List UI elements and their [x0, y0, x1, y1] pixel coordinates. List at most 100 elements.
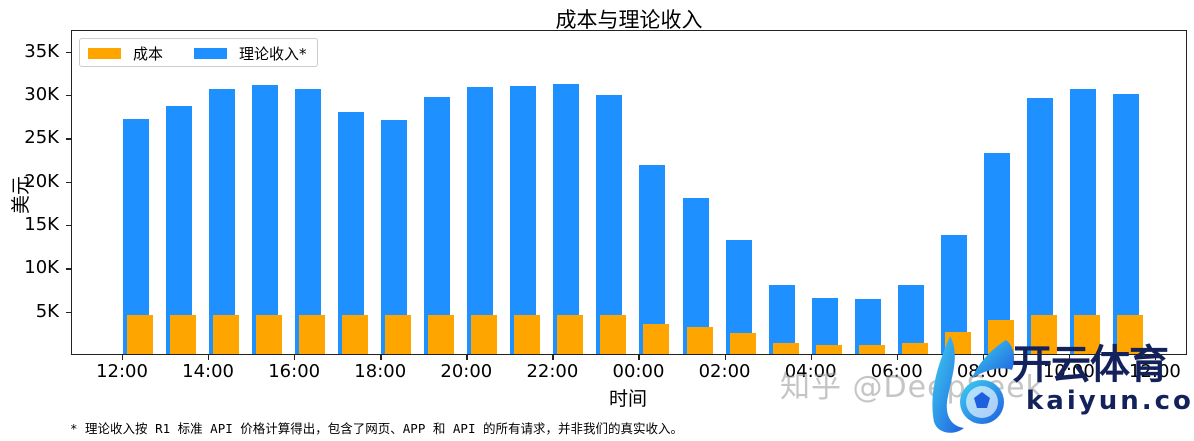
x-axis-label: 时间: [609, 388, 648, 410]
y-tick-label: 10K: [24, 257, 59, 279]
revenue-bar: [252, 85, 279, 354]
revenue-swatch-icon: [194, 47, 227, 59]
cost-bar: [256, 315, 283, 354]
y-tick-mark: [66, 225, 71, 227]
x-tick-mark: [1068, 355, 1071, 360]
x-tick-mark: [982, 355, 985, 360]
revenue-bar: [166, 106, 193, 354]
y-tick-mark: [66, 268, 71, 270]
revenue-bar: [768, 284, 795, 354]
revenue-bar: [295, 88, 322, 354]
x-tick-label: 20:00: [440, 361, 493, 382]
legend-item-revenue: 理论收入*: [194, 43, 307, 63]
revenue-bar: [854, 299, 881, 354]
cost-bar: [944, 332, 971, 354]
y-tick-mark: [66, 51, 71, 53]
y-tick: 35K: [0, 41, 71, 72]
revenue-bar: [123, 119, 149, 354]
cost-bar: [772, 342, 799, 354]
cost-bar: [557, 315, 584, 354]
legend: 成本 理论收入*: [79, 38, 318, 67]
y-tick: 25K: [0, 128, 71, 158]
x-tick-label: 02:00: [698, 361, 751, 382]
x-tick-label: 04:00: [784, 361, 837, 382]
revenue-bar: [1069, 88, 1096, 354]
x-tick-mark: [638, 355, 640, 360]
plot-area: 成本 理论收入*: [71, 30, 1187, 355]
revenue-bar: [639, 165, 666, 354]
y-tick-label: 5K: [35, 300, 59, 322]
cost-bar: [901, 342, 928, 354]
x-tick-label: 16:00: [268, 361, 321, 382]
y-tick-mark: [66, 95, 71, 97]
cost-bar: [1073, 315, 1100, 354]
y-tick: 10K: [0, 258, 71, 288]
x-tick-mark: [466, 355, 468, 360]
legend-label-revenue: 理论收入*: [239, 44, 307, 63]
y-tick: 20K: [0, 171, 71, 202]
cost-swatch-icon: [88, 47, 121, 59]
y-tick-mark: [66, 311, 71, 313]
revenue-bar: [596, 94, 623, 354]
revenue-bar: [811, 297, 838, 354]
x-tick-mark: [896, 355, 899, 360]
cost-bar: [127, 315, 153, 354]
x-tick-mark: [208, 355, 210, 360]
cost-bar: [299, 315, 326, 354]
cost-bar: [213, 315, 240, 354]
revenue-bar: [510, 86, 537, 354]
watermark-brand-en: kaiyun.com: [1026, 386, 1194, 416]
cost-bar: [170, 315, 197, 354]
revenue-bar: [209, 88, 236, 354]
revenue-bar: [424, 97, 451, 354]
y-tick-label: 30K: [24, 84, 59, 105]
x-tick-mark: [122, 355, 124, 360]
x-tick-label: 22:00: [526, 361, 579, 382]
x-tick-label: 00:00: [612, 361, 665, 382]
revenue-bar: [897, 284, 924, 354]
y-tick-label: 25K: [24, 127, 59, 149]
y-tick: 15K: [0, 215, 71, 245]
cost-bar: [987, 320, 1014, 354]
revenue-bar: [467, 87, 494, 354]
y-tick-label: 35K: [24, 40, 59, 62]
y-tick-label: 15K: [24, 214, 59, 235]
revenue-bar: [553, 84, 580, 354]
revenue-bar: [1112, 94, 1139, 354]
x-tick-mark: [724, 355, 726, 360]
y-tick-mark: [66, 181, 71, 183]
chart-title: 成本与理论收入: [555, 8, 703, 32]
y-tick-mark: [66, 138, 71, 140]
y-tick: 30K: [0, 85, 71, 115]
x-tick-label: 06:00: [870, 361, 923, 382]
cost-bar: [729, 333, 756, 354]
x-tick-label: 12:00: [1129, 361, 1181, 382]
cost-bar: [858, 345, 885, 354]
legend-label-cost: 成本: [133, 44, 164, 63]
x-tick-label: 12:00: [96, 361, 148, 382]
revenue-bar: [1026, 98, 1053, 354]
x-tick-mark: [380, 355, 382, 360]
x-tick-label: 08:00: [956, 361, 1009, 382]
x-tick-label: 18:00: [354, 361, 407, 382]
cost-bar: [342, 315, 369, 354]
x-tick-label: 10:00: [1042, 361, 1095, 382]
x-tick-label: 14:00: [182, 361, 235, 382]
x-tick-mark: [810, 355, 812, 360]
legend-item-cost: 成本: [88, 43, 163, 63]
cost-bar: [1030, 315, 1057, 354]
cost-bar: [643, 323, 670, 354]
y-tick-label: 20K: [24, 170, 59, 192]
y-tick: 5K: [0, 301, 71, 332]
cost-bar: [1116, 315, 1143, 354]
footnote: * 理论收入按 R1 标准 API 价格计算得出，包含了网页、APP 和 API…: [70, 421, 684, 436]
revenue-bar: [338, 112, 365, 354]
x-tick-mark: [1154, 355, 1157, 360]
cost-bar: [815, 345, 842, 354]
cost-bar: [385, 315, 412, 354]
cost-bar: [514, 315, 541, 354]
cost-bar: [686, 327, 713, 354]
x-tick-mark: [294, 355, 296, 360]
cost-bar: [600, 315, 627, 354]
cost-bar: [428, 315, 455, 354]
